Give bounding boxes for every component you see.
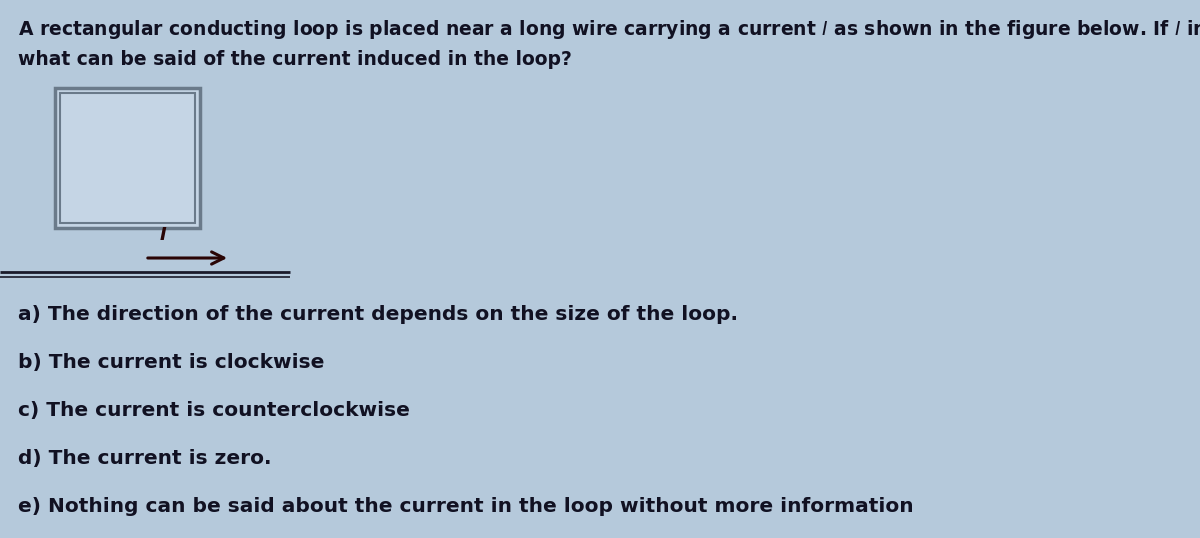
Text: a) The direction of the current depends on the size of the loop.: a) The direction of the current depends … [18, 305, 738, 324]
Text: c) The current is counterclockwise: c) The current is counterclockwise [18, 401, 410, 420]
Text: d) The current is zero.: d) The current is zero. [18, 449, 271, 468]
Text: what can be said of the current induced in the loop?: what can be said of the current induced … [18, 50, 572, 69]
Text: e) Nothing can be said about the current in the loop without more information: e) Nothing can be said about the current… [18, 497, 913, 516]
Text: b) The current is clockwise: b) The current is clockwise [18, 353, 324, 372]
Text: A rectangular conducting loop is placed near a long wire carrying a current $I$ : A rectangular conducting loop is placed … [18, 18, 1200, 41]
Bar [60, 93, 194, 223]
Bar [55, 88, 200, 228]
Text: I: I [160, 226, 167, 244]
